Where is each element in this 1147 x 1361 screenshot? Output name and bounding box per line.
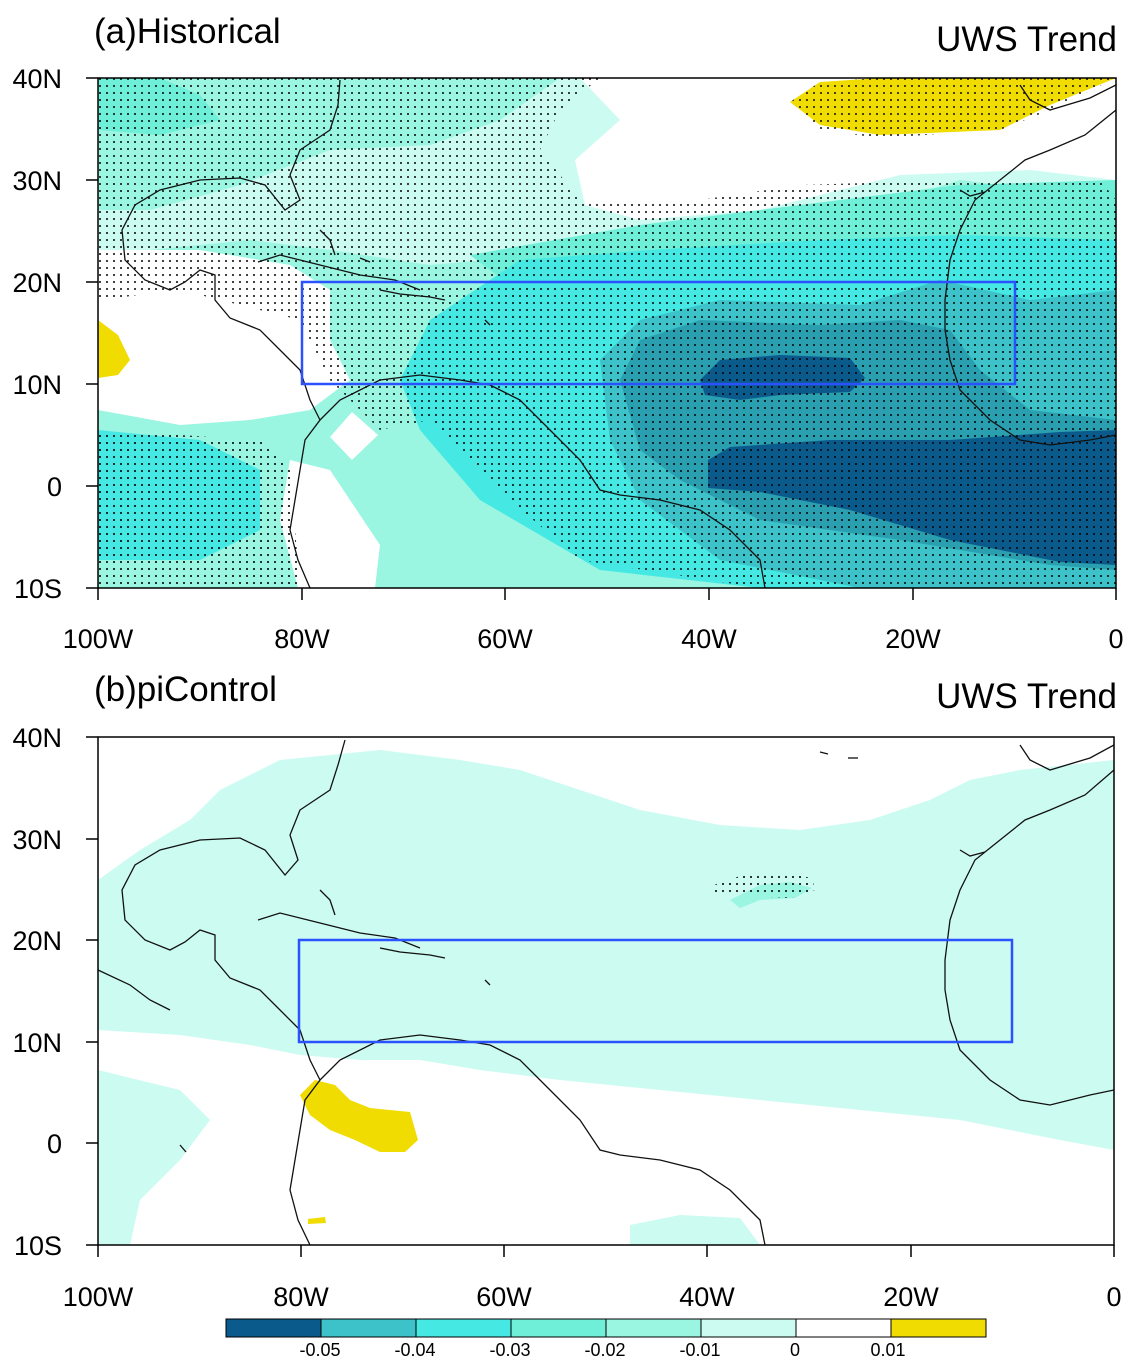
- colorbar-label-m005: -0.05: [299, 1340, 340, 1360]
- panel-a-region-box: [300, 280, 1017, 386]
- panel-b-lon-60w: 60W: [476, 1282, 532, 1312]
- panel-b-lon-80w: 80W: [273, 1282, 329, 1312]
- panel-b-lon-40w: 40W: [679, 1282, 735, 1312]
- panel-b-negative-band: [98, 750, 1114, 1150]
- panel-b-stipple: [708, 872, 815, 898]
- panel-b-lon-0: 0: [1106, 1282, 1121, 1312]
- panel-a-lon-40w: 40W: [681, 624, 737, 654]
- colorbar-label-m003: -0.03: [489, 1340, 530, 1360]
- panel-a-lon-100w: 100W: [63, 624, 134, 654]
- panel-a-lat-0: 0: [47, 472, 62, 502]
- panel-b-lat-30n: 30N: [12, 825, 62, 855]
- colorbar-label-m001: -0.01: [679, 1340, 720, 1360]
- panel-b-negative-south: [630, 1215, 760, 1245]
- panel-b-coastlines: [98, 739, 1114, 1245]
- panel-b-lat-0: 0: [47, 1129, 62, 1159]
- colorbar-swatch: [605, 1318, 702, 1338]
- panel-a-label: (a)Historical: [94, 12, 281, 51]
- colorbar-swatch: [320, 1318, 417, 1338]
- panel-a-stipple-main: [98, 78, 1116, 588]
- panel-a-white-spot: [330, 412, 378, 460]
- panel-b-field: [98, 737, 1114, 1245]
- panel-b-negative-southwest: [98, 1070, 210, 1245]
- panel-a-lat-10n: 10N: [12, 370, 62, 400]
- panel-a-lat-30n: 30N: [12, 166, 62, 196]
- panel-a-map: 40N 30N 20N 10N 0 10S 100W 80W 60W 40W 2…: [12, 64, 1123, 654]
- panel-a-lon-0: 0: [1108, 624, 1123, 654]
- panel-a-positive-west: [98, 320, 130, 378]
- panel-a-ticks: [86, 77, 1117, 600]
- panel-a-lon-60w: 60W: [477, 624, 533, 654]
- panel-b-lat-40n: 40N: [12, 723, 62, 753]
- panel-b-ticks: [86, 736, 1115, 1257]
- colorbar-swatch: [890, 1318, 987, 1338]
- panel-a-field: [98, 78, 1116, 588]
- colorbar-swatch: [225, 1318, 322, 1338]
- colorbar: -0.05 -0.04 -0.03 -0.02 -0.01 0 0.01: [225, 1318, 987, 1360]
- panel-a-lon-20w: 20W: [885, 624, 941, 654]
- panel-a-lon-80w: 80W: [274, 624, 330, 654]
- panel-b-lon-100w: 100W: [63, 1282, 134, 1312]
- panel-b-label: (b)piControl: [94, 670, 277, 709]
- colorbar-swatch: [795, 1318, 892, 1338]
- panel-b-positive-small: [308, 1217, 326, 1224]
- panel-a-white-south: [280, 460, 380, 588]
- colorbar-swatch: [415, 1318, 512, 1338]
- panel-b-lat-10s: 10S: [14, 1231, 62, 1261]
- panel-a-lat-10s: 10S: [14, 574, 62, 604]
- panel-a-lat-20n: 20N: [12, 268, 62, 298]
- panel-b-frame: [97, 736, 1115, 1246]
- panel-b-region-box: [297, 938, 1014, 1044]
- colorbar-label-0: 0: [790, 1340, 800, 1360]
- colorbar-swatch: [700, 1318, 797, 1338]
- panel-b-lat-10n: 10N: [12, 1028, 62, 1058]
- colorbar-label-m004: -0.04: [394, 1340, 435, 1360]
- panel-a-stipple-northeast: [790, 78, 1116, 138]
- panel-a-title: UWS Trend: [936, 20, 1117, 59]
- colorbar-label-m002: -0.02: [584, 1340, 625, 1360]
- panel-b-positive-main: [300, 1080, 418, 1152]
- panel-b-lat-20n: 20N: [12, 926, 62, 956]
- colorbar-swatch: [510, 1318, 607, 1338]
- panel-b-map: 40N 30N 20N 10N 0 10S 100W 80W 60W 40W 2…: [12, 723, 1121, 1312]
- colorbar-label-001: 0.01: [870, 1340, 905, 1360]
- panel-b-title: UWS Trend: [936, 677, 1117, 716]
- panel-a-frame: [97, 77, 1117, 589]
- panel-b-lon-20w: 20W: [883, 1282, 939, 1312]
- panel-a-lat-40n: 40N: [12, 64, 62, 94]
- panel-a-stipple-south: [98, 430, 300, 588]
- colorbar-boxes: [225, 1318, 987, 1338]
